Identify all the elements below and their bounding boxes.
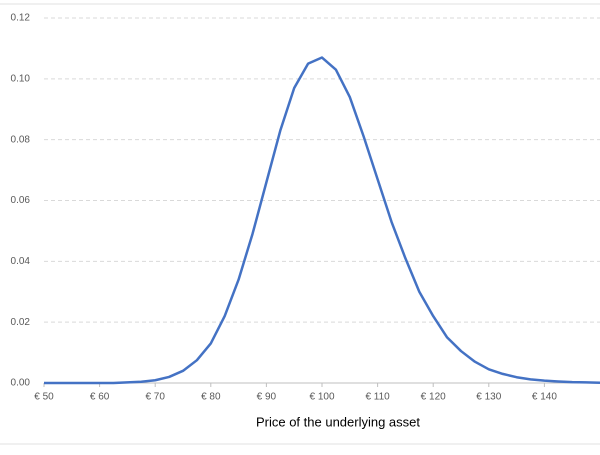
y-tick-label: 0.04 bbox=[11, 256, 31, 267]
y-tick-label: 0.02 bbox=[11, 317, 31, 328]
y-tick-label: 0.00 bbox=[11, 378, 31, 389]
x-tick-label: € 50 bbox=[34, 392, 54, 403]
x-tick-label: € 60 bbox=[90, 392, 110, 403]
y-tick-label: 0.12 bbox=[11, 13, 31, 24]
x-tick-label: € 120 bbox=[421, 392, 446, 403]
density-line bbox=[44, 56, 600, 385]
x-tick-label: € 80 bbox=[201, 392, 221, 403]
x-tick-label: € 70 bbox=[145, 392, 165, 403]
x-tick-label: € 110 bbox=[365, 392, 390, 403]
x-tick-label: € 90 bbox=[257, 392, 277, 403]
y-tick-label: 0.06 bbox=[11, 195, 31, 206]
x-tick-label: € 140 bbox=[532, 392, 557, 403]
x-tick-label: € 130 bbox=[476, 392, 501, 403]
y-tick-label: 0.08 bbox=[11, 134, 31, 145]
x-axis-title: Price of the underlying asset bbox=[256, 414, 420, 429]
x-tick-label: € 100 bbox=[309, 392, 334, 403]
y-tick-label: 0.10 bbox=[11, 73, 31, 84]
